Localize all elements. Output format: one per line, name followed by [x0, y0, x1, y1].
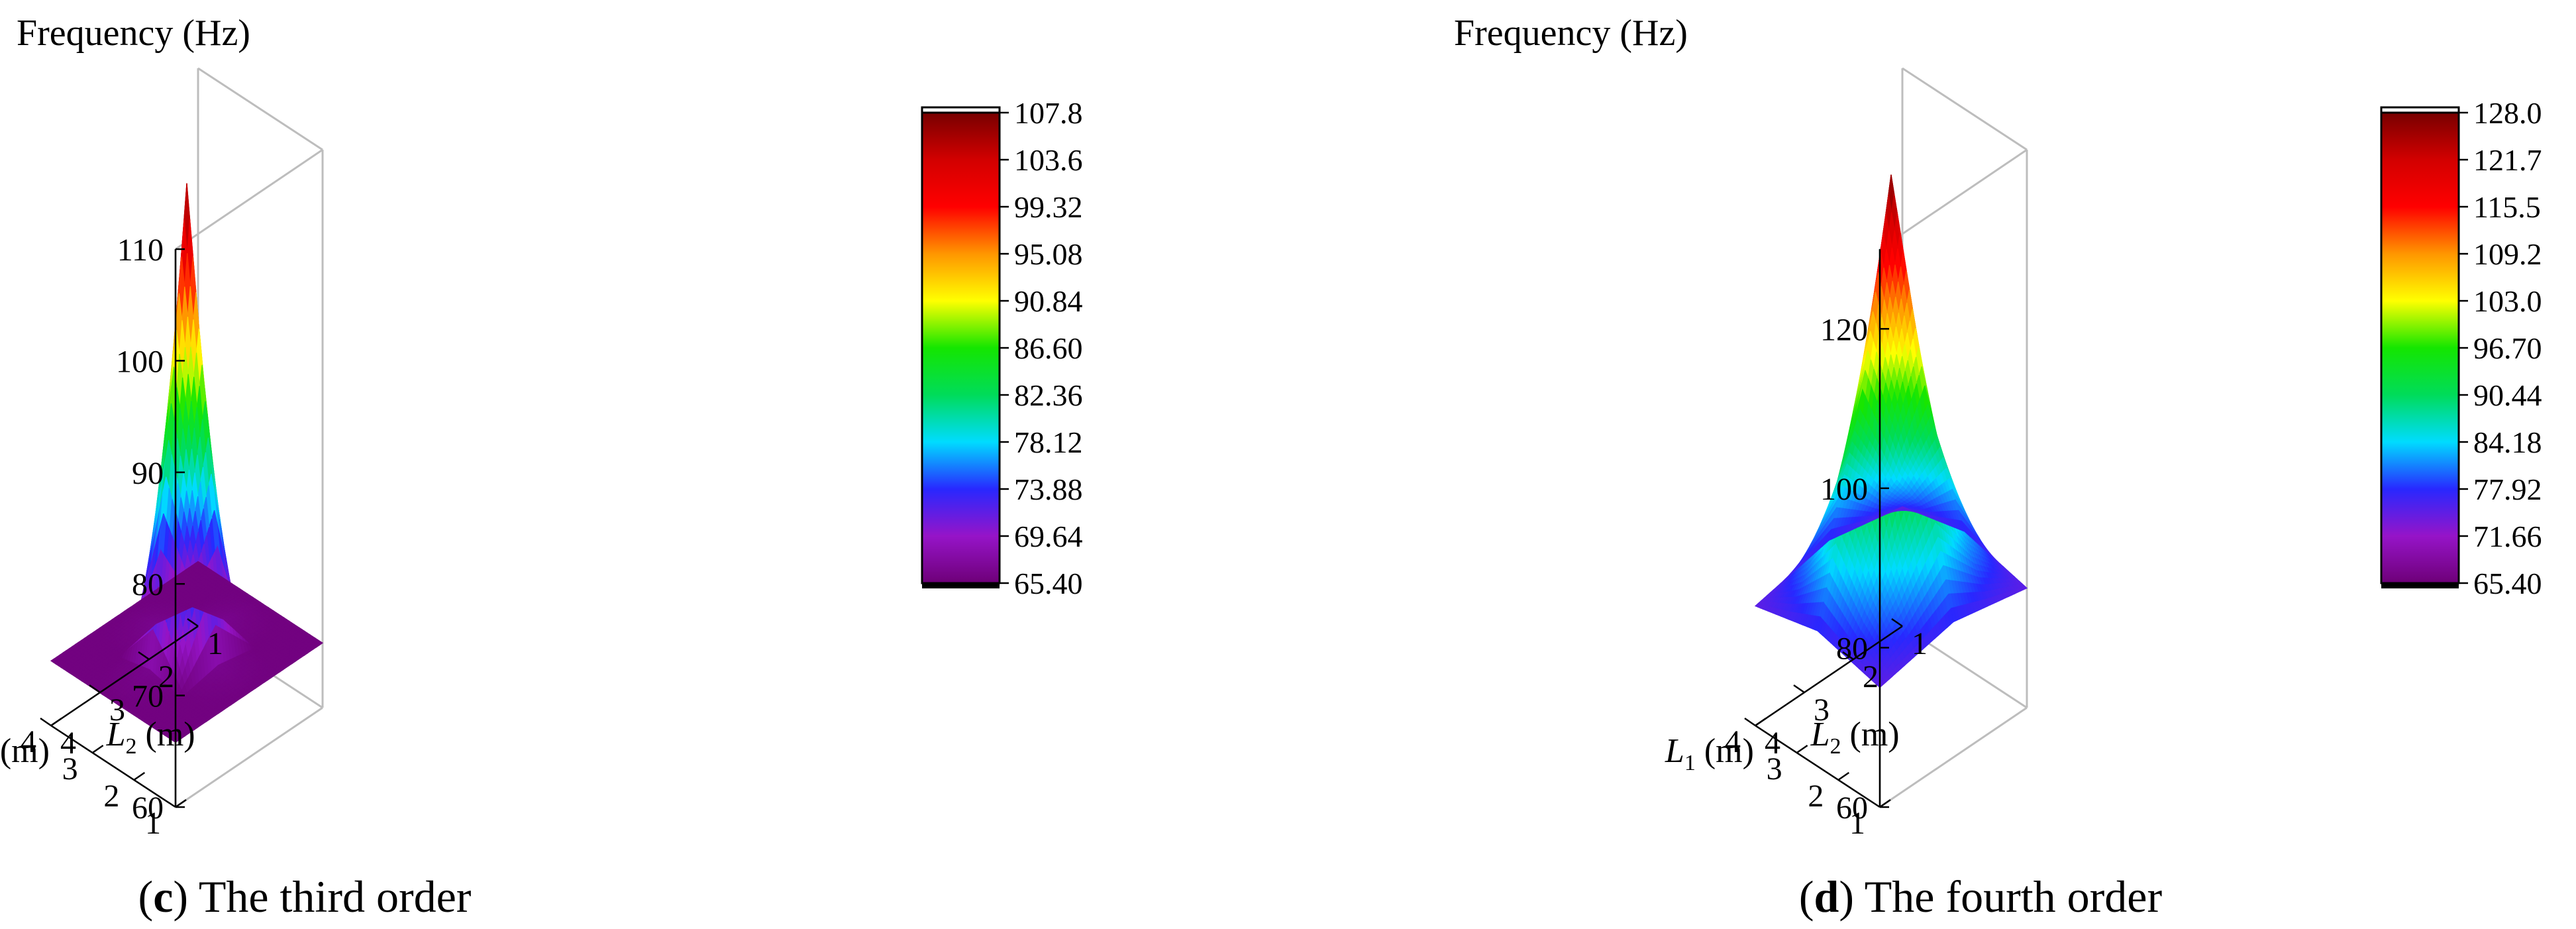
colorbar-tick-label: 90.84	[1014, 284, 1083, 318]
z-tick-label: 100	[1820, 472, 1868, 507]
x-tick-label: 2	[1808, 779, 1824, 814]
y-tick-label: 2	[1863, 659, 1879, 694]
y-tick-mark	[40, 717, 52, 727]
colorbar-tick-label: 115.5	[2473, 190, 2541, 224]
colorbar-tick-label: 78.12	[1014, 425, 1083, 459]
colorbar-gradient	[2380, 111, 2460, 584]
x-tick-label: 1	[1849, 806, 1865, 841]
y-tick-label: 2	[158, 659, 174, 694]
x-tick-mark	[133, 771, 146, 781]
colorbar-tick-label: 103.0	[2473, 284, 2542, 318]
colorbar-tick-label: 73.88	[1014, 472, 1083, 506]
y-axis-title: L2 (m)	[106, 716, 195, 759]
colorbar-tick-label: 69.64	[1014, 519, 1083, 553]
y-tick-label: 4	[1765, 726, 1780, 761]
colorbar-tick-label: 65.40	[1014, 567, 1083, 600]
box-edge	[197, 67, 323, 151]
box-edge	[175, 148, 323, 250]
colorbar-gradient	[921, 111, 1001, 584]
colorbar-tick-label: 82.36	[1014, 378, 1083, 412]
z-tick-label: 100	[116, 344, 164, 379]
z-axis-title: Frequency (Hz)	[1454, 13, 1688, 54]
colorbar-tick-label: 65.40	[2473, 567, 2542, 600]
surface-plot	[1754, 174, 2028, 688]
box-edge	[175, 706, 323, 808]
colorbar-tick-label: 107.8	[1014, 96, 1083, 130]
colorbar-cap-bottom	[922, 583, 1000, 588]
colorbar-tick-label: 77.92	[2473, 472, 2542, 506]
box-edge	[1879, 706, 2028, 808]
x-tick-label: 2	[103, 779, 119, 814]
y-tick-label: 1	[1912, 626, 1928, 661]
z-axis-title: Frequency (Hz)	[17, 13, 250, 54]
x-tick-mark	[91, 744, 104, 754]
colorbar-tick-label: 90.44	[2473, 378, 2542, 412]
colorbar-tick-label: 84.18	[2473, 425, 2542, 459]
surface-plot	[50, 183, 324, 743]
y-tick-mark	[1793, 684, 1805, 694]
colorbar: 107.8 103.6 99.32 95.08 90.84 86.60 82.36 78.12…	[921, 96, 1083, 600]
colorbar-tick-label: 96.70	[2473, 331, 2542, 365]
colorbar-tick-label: 128.0	[2473, 96, 2542, 130]
y-tick-mark	[1744, 717, 1756, 727]
box-edge	[1902, 67, 2028, 151]
colorbar-tick-label: 99.32	[1014, 190, 1083, 224]
colorbar-tick-label: 71.66	[2473, 519, 2542, 553]
panel-caption: (c) The third order	[138, 871, 472, 922]
x-tick-mark	[1879, 798, 1891, 808]
x-axis-title: L1 (m)	[0, 732, 50, 775]
y-tick-label: 1	[207, 626, 223, 661]
colorbar-tick-label: 109.2	[2473, 237, 2542, 271]
z-tick-label: 120	[1820, 312, 1868, 347]
colorbar: 128.0 121.7 115.5 109.2 103.0 96.70 90.44 84.18…	[2380, 96, 2542, 600]
x-tick-mark	[175, 798, 187, 808]
x-tick-label: 1	[145, 806, 161, 841]
y-tick-label: 4	[60, 726, 76, 761]
panel-caption: (d) The fourth order	[1799, 871, 2163, 922]
x-axis-title: L1 (m)	[1665, 732, 1754, 775]
z-tick-label: 90	[132, 456, 164, 491]
y-axis-title: L2 (m)	[1810, 716, 1900, 759]
z-tick-label: 80	[132, 567, 164, 602]
colorbar-tick-label: 95.08	[1014, 237, 1083, 271]
colorbar-tick-label: 86.60	[1014, 331, 1083, 365]
colorbar-cap-bottom	[2381, 583, 2459, 588]
x-tick-mark	[1837, 771, 1850, 781]
panel-third-order: Frequency (Hz) 6070809010011012341234L1 …	[0, 13, 1083, 922]
colorbar-tick-label: 121.7	[2473, 143, 2542, 177]
z-tick-label: 110	[117, 233, 164, 268]
colorbar-tick-label: 103.6	[1014, 143, 1083, 177]
x-tick-mark	[1796, 744, 1808, 754]
